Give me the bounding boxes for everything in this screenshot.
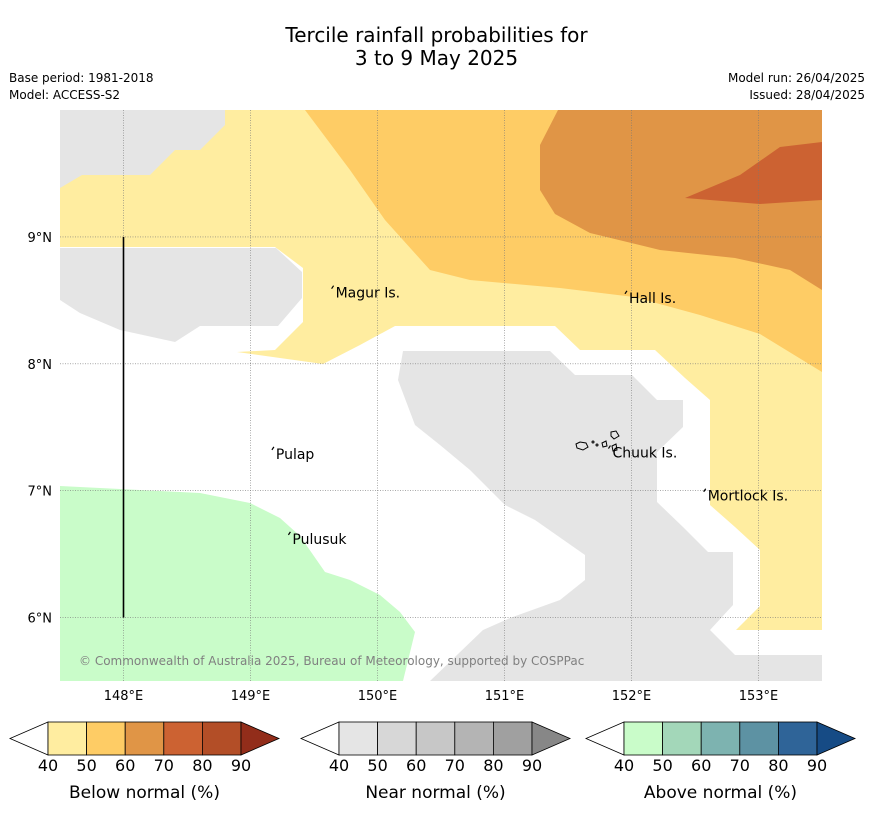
y-tick-label: 9°N <box>28 231 53 246</box>
above-normal-40-50-region <box>60 486 415 681</box>
near-normal-40-50-region-west <box>60 248 302 342</box>
chuuk-island-outlines <box>575 430 620 452</box>
base-period-text: Base period: 1981-2018 <box>9 71 154 85</box>
colorbar-legend: 40 50 60 70 80 90 Near normal (%) <box>299 721 572 803</box>
metadata-left: Base period: 1981-2018 Model: ACCESS-S2 <box>9 70 154 104</box>
colorbar-tick-label: 60 <box>406 756 426 775</box>
colorbar-legend: 40 50 60 70 80 90 Below normal (%) <box>8 721 281 803</box>
metadata-right: Model run: 26/04/2025 Issued: 28/04/2025 <box>728 70 865 104</box>
y-tick-label: 7°N <box>28 485 53 500</box>
near-normal-40-50-region-east <box>398 351 822 681</box>
y-axis-tick-labels: 9°N 8°N 7°N 6°N <box>28 231 53 627</box>
map-title-line1: Tercile rainfall probabilities for <box>285 23 588 47</box>
island-marker <box>331 285 335 290</box>
colorbar-tick-label: 80 <box>483 756 503 775</box>
colorbar-tick-label: 90 <box>522 756 542 775</box>
colorbar-swatch <box>163 721 203 756</box>
place-labels: Magur Is. Hall Is. Pulap Chuuk Is. Mortlock … <box>271 285 788 548</box>
colorbar-swatch <box>124 721 165 756</box>
colorbar-tick-label: 40 <box>38 756 58 775</box>
island-marker <box>703 488 707 493</box>
colorbar-swatch <box>623 721 663 756</box>
island-marker <box>624 290 628 295</box>
colorbar-swatch <box>700 721 741 756</box>
x-tick-label: 153°E <box>739 689 779 704</box>
colorbar-swatch <box>454 721 494 756</box>
copyright-text: © Commonwealth of Australia 2025, Bureau… <box>79 654 584 668</box>
colorbar-tick-label: 70 <box>730 756 750 775</box>
colorbar-tick-label: 50 <box>652 756 672 775</box>
gridlines <box>60 110 822 681</box>
place-label: Pulusuk <box>292 532 347 548</box>
colorbar-swatch <box>201 721 242 756</box>
colorbar-swatch <box>377 721 417 756</box>
colorbar-swatch <box>338 721 378 756</box>
model-text: Model: ACCESS-S2 <box>9 88 121 102</box>
colorbar-swatch <box>778 721 818 756</box>
colorbar-tick-label: 40 <box>614 756 634 775</box>
colorbar-upper-extend <box>531 721 572 756</box>
colorbar-tick-label: 80 <box>768 756 788 775</box>
colorbar-swatch <box>86 721 126 756</box>
model-run-text: Model run: 26/04/2025 <box>727 71 865 85</box>
colorbar-tick-label: 90 <box>231 756 251 775</box>
x-axis-tick-labels: 148°E 149°E 150°E 151°E 152°E 153°E <box>104 689 779 704</box>
colorbar-lower-extend <box>8 721 49 756</box>
colorbar-tick-label: 40 <box>329 756 349 775</box>
colorbar-tick-label: 50 <box>76 756 96 775</box>
x-tick-label: 148°E <box>104 689 144 704</box>
colorbar-tick-label: 70 <box>445 756 465 775</box>
colorbar-lower-extend <box>299 721 340 756</box>
colorbar-swatch <box>47 721 87 756</box>
y-tick-label: 6°N <box>28 612 53 627</box>
colorbar-legend: 40 50 60 70 80 90 Above normal (%) <box>584 721 857 803</box>
near-normal-40-50-region-northwest <box>60 110 225 188</box>
colorbar-tick-label: 90 <box>807 756 827 775</box>
below-normal-70-80-region <box>685 142 822 204</box>
place-label: Hall Is. <box>629 291 676 307</box>
x-tick-label: 151°E <box>485 689 525 704</box>
colorbar-tick-label: 50 <box>367 756 387 775</box>
colorbar-label: Above normal (%) <box>644 783 797 803</box>
island-marker <box>607 445 611 449</box>
y-tick-label: 8°N <box>28 358 53 373</box>
island-marker <box>287 531 291 536</box>
colorbar-swatch <box>739 721 779 756</box>
place-label: Mortlock Is. <box>708 489 788 505</box>
colorbar-tick-label: 70 <box>154 756 174 775</box>
colorbar-tick-label: 80 <box>192 756 212 775</box>
colorbar-lower-extend <box>584 721 625 756</box>
colorbar-upper-extend <box>240 721 281 756</box>
x-tick-label: 149°E <box>231 689 271 704</box>
map-title-line2: 3 to 9 May 2025 <box>354 46 519 70</box>
place-label: Pulap <box>276 447 315 463</box>
colorbar-label: Near normal (%) <box>365 783 505 803</box>
issued-text: Issued: 28/04/2025 <box>749 88 865 102</box>
below-normal-60-70-region <box>540 110 822 290</box>
colorbar-swatch <box>415 721 456 756</box>
place-label: Chuuk Is. <box>612 446 677 462</box>
place-label: Magur Is. <box>336 286 401 302</box>
colorbar-swatch <box>662 721 702 756</box>
island-marker <box>271 446 275 451</box>
colorbar-label: Below normal (%) <box>69 783 220 803</box>
colorbar-swatch <box>492 721 533 756</box>
x-tick-label: 152°E <box>612 689 652 704</box>
colorbar-upper-extend <box>816 721 857 756</box>
colorbar-tick-label: 60 <box>115 756 135 775</box>
colorbar-tick-label: 60 <box>691 756 711 775</box>
x-tick-label: 150°E <box>358 689 398 704</box>
